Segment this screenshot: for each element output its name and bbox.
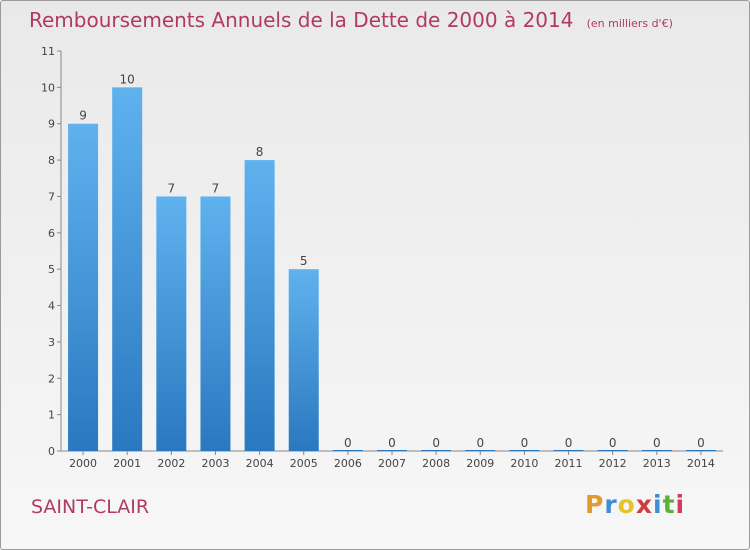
value-label-2006: 0	[344, 436, 352, 450]
logo-letter: i	[675, 490, 686, 519]
logo-letter: t	[662, 490, 676, 519]
logo-letter: o	[617, 490, 636, 519]
y-tick-label: 4	[48, 300, 55, 313]
bar-2004	[244, 160, 275, 451]
value-label-2000: 9	[79, 109, 87, 123]
bar-2001	[112, 87, 143, 451]
bar-2000	[68, 123, 99, 452]
x-tick-label-2003: 2003	[201, 457, 229, 470]
logo-letter: x	[635, 490, 653, 519]
value-label-2002: 7	[168, 181, 176, 195]
y-tick-label: 9	[48, 118, 55, 131]
value-label-2001: 10	[120, 72, 135, 86]
x-tick-label-2014: 2014	[687, 457, 715, 470]
x-tick-label-2007: 2007	[378, 457, 406, 470]
y-tick-label: 0	[48, 445, 55, 458]
logo-letter: i	[653, 490, 663, 519]
value-label-2005: 5	[300, 254, 308, 268]
x-tick-label-2000: 2000	[69, 457, 97, 470]
chart-title-line: Remboursements Annuels de la Dette de 20…	[29, 8, 673, 32]
x-tick-label-2013: 2013	[643, 457, 671, 470]
y-tick-label: 3	[48, 336, 55, 349]
place-name: SAINT-CLAIR	[31, 496, 150, 518]
proxiti-logo: Proxiti	[585, 490, 685, 519]
value-label-2014: 0	[697, 436, 705, 450]
y-tick-label: 6	[48, 227, 55, 240]
x-tick-label-2001: 2001	[113, 457, 141, 470]
x-tick-label-2004: 2004	[246, 457, 274, 470]
x-tick-label-2011: 2011	[555, 457, 583, 470]
value-label-2012: 0	[609, 436, 617, 450]
x-tick-label-2009: 2009	[466, 457, 494, 470]
value-label-2009: 0	[476, 436, 484, 450]
x-tick-label-2008: 2008	[422, 457, 450, 470]
logo-letter: P	[585, 490, 605, 519]
y-tick-label: 5	[48, 263, 55, 276]
bar-2005	[288, 269, 319, 451]
logo-letter: r	[604, 490, 618, 519]
y-tick-label: 8	[48, 154, 55, 167]
y-tick-label: 10	[41, 81, 55, 94]
bar-2003	[200, 196, 231, 451]
x-tick-label-2005: 2005	[290, 457, 318, 470]
y-tick-label: 2	[48, 372, 55, 385]
value-label-2013: 0	[653, 436, 661, 450]
chart-title: Remboursements Annuels de la Dette de 20…	[29, 8, 574, 32]
x-tick-label-2006: 2006	[334, 457, 362, 470]
x-tick-label-2010: 2010	[510, 457, 538, 470]
value-label-2007: 0	[388, 436, 396, 450]
y-tick-label: 7	[48, 190, 55, 203]
y-tick-label: 1	[48, 409, 55, 422]
bar-2002	[156, 196, 187, 451]
value-label-2003: 7	[212, 181, 220, 195]
value-label-2011: 0	[565, 436, 573, 450]
value-label-2010: 0	[521, 436, 529, 450]
value-label-2008: 0	[432, 436, 440, 450]
x-tick-label-2012: 2012	[599, 457, 627, 470]
x-tick-label-2002: 2002	[157, 457, 185, 470]
chart-subtitle: (en milliers d'€)	[586, 17, 673, 30]
y-tick-label: 11	[41, 45, 55, 58]
value-label-2004: 8	[256, 145, 264, 159]
